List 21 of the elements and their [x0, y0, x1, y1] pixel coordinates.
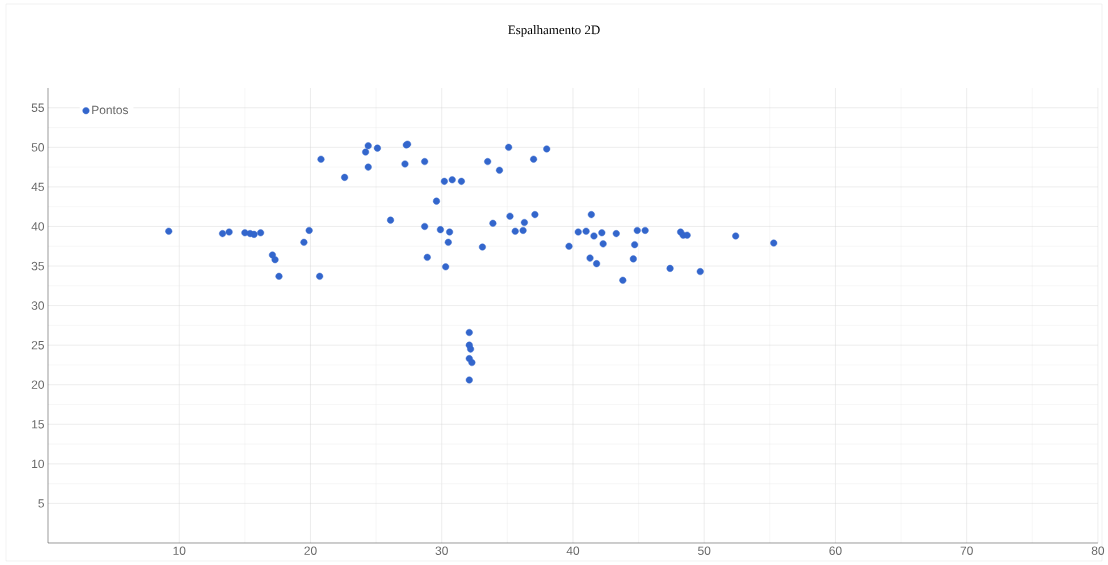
y-tick-label: 30 — [31, 301, 45, 310]
x-tick-label: 20 — [304, 546, 317, 555]
x-tick-label: 80 — [1091, 546, 1105, 555]
x-tick-label: 40 — [566, 546, 580, 555]
y-tick-label: 25 — [31, 340, 44, 350]
y-tick-label: 5 — [38, 499, 44, 508]
legend-label: Pontos — [92, 105, 129, 115]
x-tick-label: 70 — [960, 546, 973, 555]
x-tick-label: 10 — [173, 546, 186, 555]
y-tick-label: 10 — [32, 459, 45, 469]
y-tick-label: 35 — [31, 261, 44, 271]
y-tick-label: 15 — [32, 420, 44, 429]
y-tick-label: 50 — [31, 143, 45, 152]
chart-title: Espalhamento 2D — [508, 25, 600, 37]
x-tick-label: 30 — [435, 546, 448, 555]
y-tick-label: 40 — [31, 222, 45, 231]
y-tick-label: 20 — [31, 380, 45, 389]
y-tick-label: 55 — [31, 103, 44, 112]
y-tick-label: 45 — [31, 182, 44, 192]
x-tick-label: 50 — [698, 546, 711, 555]
x-tick-label: 60 — [829, 546, 842, 555]
